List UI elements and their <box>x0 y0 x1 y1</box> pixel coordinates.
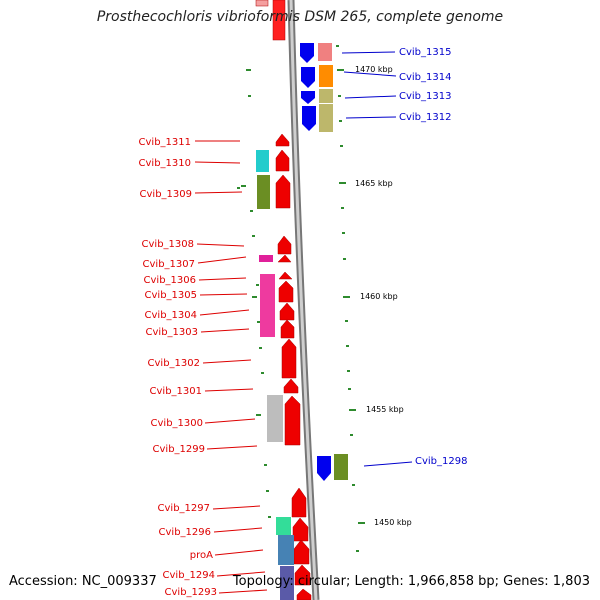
tick-label: 1460 kbp <box>360 292 398 301</box>
gene-label[interactable]: Cvib_1313 <box>399 91 451 102</box>
gene-label[interactable]: Cvib_1301 <box>150 386 202 397</box>
accession-text: Accession: NC_009337 <box>9 574 157 589</box>
gene-label[interactable]: Cvib_1293 <box>165 587 217 598</box>
gene-label[interactable]: Cvib_1294 <box>163 570 215 581</box>
feature-steelblue <box>278 535 294 565</box>
genome-summary-text: Topology: circular; Length: 1,966,858 bp… <box>232 574 590 589</box>
reverse-cds-features <box>300 43 331 481</box>
gene-label[interactable]: Cvib_1305 <box>145 290 197 301</box>
feature-salmon <box>318 43 332 61</box>
tick-marks-inner <box>237 69 271 518</box>
gene-label[interactable]: Cvib_1309 <box>140 189 192 200</box>
feature-olive <box>257 175 270 209</box>
gene-label[interactable]: Cvib_1302 <box>148 358 200 369</box>
feature-slate <box>280 566 294 600</box>
gene-label[interactable]: Cvib_1304 <box>145 310 197 321</box>
tick-label: 1455 kbp <box>366 405 404 414</box>
right-leader-lines <box>341 51 413 467</box>
left-leader-lines <box>194 140 268 594</box>
tick-marks-outer <box>336 45 365 552</box>
tick-label: 1465 kbp <box>355 179 393 188</box>
tick-label: 1470 kbp <box>355 65 393 74</box>
tick-label: 1450 kbp <box>374 518 412 527</box>
gene-label[interactable]: Cvib_1299 <box>153 444 205 455</box>
feature-green <box>276 517 291 535</box>
gene-label[interactable]: Cvib_1300 <box>151 418 203 429</box>
feature-gray <box>267 395 283 442</box>
gene-label[interactable]: Cvib_1297 <box>158 503 210 514</box>
feature-orange <box>319 65 333 87</box>
gene-label[interactable]: Cvib_1311 <box>139 137 191 148</box>
gene-label[interactable]: Cvib_1314 <box>399 72 451 83</box>
feature-magenta <box>259 255 273 262</box>
gene-label[interactable]: Cvib_1303 <box>146 327 198 338</box>
gene-label[interactable]: Cvib_1307 <box>143 259 195 270</box>
gene-label[interactable]: Cvib_1312 <box>399 112 451 123</box>
gene-label[interactable]: Cvib_1308 <box>142 239 194 250</box>
map-title: Prosthecochloris vibrioformis DSM 265, c… <box>96 9 504 25</box>
gene-label[interactable]: Cvib_1296 <box>159 527 211 538</box>
feature-olive <box>334 454 348 480</box>
gene-label[interactable]: proA <box>190 550 213 561</box>
gene-label[interactable]: Cvib_1310 <box>139 158 191 169</box>
gene-label[interactable]: Cvib_1315 <box>399 47 451 58</box>
feature-cyan <box>256 150 269 172</box>
gene-label[interactable]: Cvib_1298 <box>415 456 467 467</box>
feature-khaki <box>319 104 333 132</box>
forward-cds-features <box>255 0 312 600</box>
genome-backbone-highlight <box>289 0 318 600</box>
feature-pink <box>260 274 275 337</box>
gene-label[interactable]: Cvib_1306 <box>144 275 196 286</box>
feature-khaki <box>319 89 333 103</box>
